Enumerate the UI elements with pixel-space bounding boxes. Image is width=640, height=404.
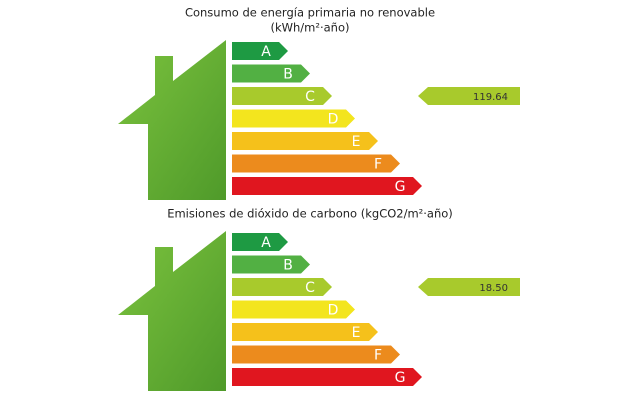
indicator-arrow — [418, 278, 520, 296]
rating-letter: D — [328, 303, 339, 319]
section-title: Emisiones de dióxido de carbono (kgCO2/m… — [167, 207, 453, 221]
rating-letter: D — [328, 112, 339, 128]
rating-letter: C — [305, 280, 315, 296]
rating-letter: F — [374, 157, 382, 173]
rating-bar — [232, 109, 355, 128]
house — [118, 231, 226, 391]
section-subtitle: (kWh/m²·año) — [270, 21, 349, 35]
rating-bar — [232, 368, 422, 386]
section-title: Consumo de energía primaria no renovable — [185, 6, 435, 20]
rating-bar — [232, 64, 310, 83]
house — [118, 40, 226, 200]
rating-letter: B — [283, 258, 293, 274]
rating-letter: B — [283, 67, 293, 83]
rating-bar — [232, 278, 332, 296]
rating-letter: E — [352, 325, 361, 341]
rating-bar — [232, 255, 310, 274]
rating-letter: F — [374, 348, 382, 364]
rating-letter: G — [395, 179, 406, 195]
rating-bar — [232, 154, 400, 173]
indicator-arrow — [418, 87, 520, 105]
rating-bar — [232, 177, 422, 195]
rating-letter: A — [261, 235, 271, 251]
rating-bar — [232, 300, 355, 319]
rating-bar — [232, 132, 378, 150]
rating-bar — [232, 345, 400, 364]
rating-letter: C — [305, 89, 315, 105]
rating-letter: G — [395, 370, 406, 386]
rating-bar — [232, 233, 288, 251]
indicator-value: 119.64 — [473, 92, 508, 103]
rating-letter: A — [261, 44, 271, 60]
indicator-value: 18.50 — [479, 283, 508, 294]
rating-bar — [232, 42, 288, 60]
rating-bar — [232, 87, 332, 105]
rating-letter: E — [352, 134, 361, 150]
rating-bar — [232, 323, 378, 341]
